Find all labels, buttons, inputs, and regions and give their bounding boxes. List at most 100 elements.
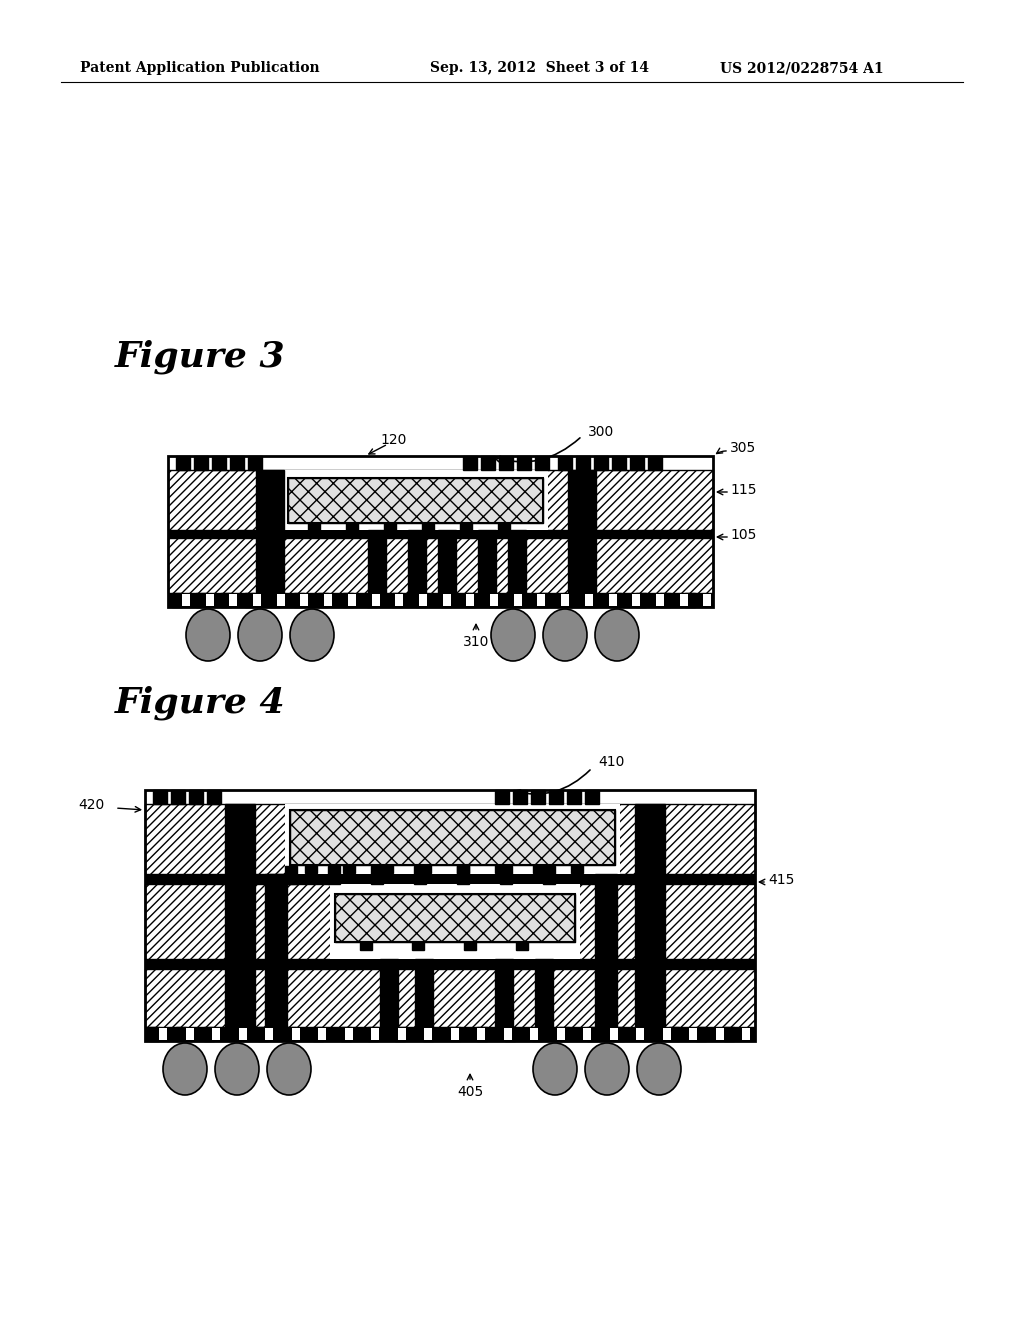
Bar	[478, 531, 496, 593]
Bar	[150, 1027, 159, 1041]
Ellipse shape	[490, 609, 535, 661]
Bar	[514, 594, 522, 606]
Bar	[636, 593, 646, 607]
Bar	[231, 1027, 241, 1041]
Bar	[253, 594, 261, 606]
Bar	[239, 1028, 247, 1040]
Bar	[345, 1028, 352, 1040]
Bar	[343, 865, 355, 873]
Bar	[225, 804, 255, 884]
Bar	[348, 594, 356, 606]
Text: US 2012/0228754 A1: US 2012/0228754 A1	[720, 61, 884, 75]
Bar	[330, 884, 580, 960]
Bar	[288, 478, 543, 523]
Bar	[276, 594, 285, 606]
Bar	[595, 874, 617, 1027]
Bar	[185, 1028, 194, 1040]
Bar	[385, 531, 395, 537]
Bar	[635, 884, 665, 1027]
Bar	[347, 531, 357, 537]
Text: 410: 410	[598, 755, 625, 770]
Bar	[168, 593, 713, 607]
Bar	[636, 1028, 644, 1040]
Bar	[360, 942, 372, 950]
Bar	[395, 1027, 406, 1041]
Bar	[450, 1027, 460, 1041]
Bar	[685, 593, 694, 607]
Bar	[584, 1028, 591, 1040]
Bar	[539, 593, 548, 607]
Bar	[495, 865, 507, 873]
Bar	[414, 866, 426, 884]
Bar	[335, 894, 575, 942]
Bar	[660, 593, 670, 607]
Bar	[610, 1028, 617, 1040]
Text: 420: 420	[78, 799, 104, 812]
Bar	[568, 470, 596, 539]
Text: 415: 415	[768, 873, 795, 887]
Bar	[419, 594, 427, 606]
Bar	[461, 531, 471, 537]
Bar	[189, 789, 203, 804]
Bar	[294, 593, 304, 607]
Bar	[457, 865, 469, 873]
Bar	[380, 960, 398, 1027]
Bar	[477, 1027, 487, 1041]
Bar	[290, 810, 615, 865]
Bar	[716, 1028, 724, 1040]
Bar	[318, 1028, 326, 1040]
Text: 405: 405	[457, 1085, 483, 1100]
Bar	[412, 942, 424, 950]
Bar	[212, 1028, 220, 1040]
Bar	[696, 1027, 707, 1041]
Bar	[724, 1027, 733, 1041]
Ellipse shape	[595, 609, 639, 661]
Bar	[504, 1028, 512, 1040]
Bar	[346, 523, 358, 531]
Bar	[703, 594, 712, 606]
Text: Figure 3: Figure 3	[115, 341, 286, 375]
Bar	[285, 866, 297, 884]
Bar	[290, 810, 615, 865]
Bar	[689, 1028, 697, 1040]
Bar	[608, 594, 616, 606]
Bar	[575, 455, 590, 470]
Bar	[648, 455, 662, 470]
Bar	[256, 470, 284, 539]
Bar	[194, 455, 208, 470]
Bar	[530, 1028, 539, 1040]
Bar	[159, 1028, 167, 1040]
Bar	[415, 960, 433, 1027]
Text: 120: 120	[380, 433, 407, 447]
Text: Sep. 13, 2012  Sheet 3 of 14: Sep. 13, 2012 Sheet 3 of 14	[430, 61, 649, 75]
Bar	[265, 1028, 273, 1040]
Bar	[207, 789, 221, 804]
Bar	[153, 789, 167, 804]
Bar	[495, 789, 509, 804]
Bar	[663, 1028, 671, 1040]
Bar	[168, 470, 713, 531]
Bar	[508, 531, 526, 593]
Bar	[532, 1027, 542, 1041]
Bar	[567, 789, 581, 804]
Bar	[341, 1027, 350, 1041]
Bar	[408, 531, 426, 593]
Text: Figure 4: Figure 4	[115, 686, 286, 721]
Bar	[283, 470, 548, 531]
Bar	[229, 594, 238, 606]
Bar	[368, 531, 386, 593]
Bar	[517, 455, 531, 470]
Ellipse shape	[585, 1043, 629, 1096]
Bar	[419, 865, 431, 873]
Bar	[212, 455, 226, 470]
Bar	[256, 539, 284, 593]
Bar	[499, 531, 509, 537]
Bar	[372, 594, 380, 606]
Bar	[585, 594, 593, 606]
Bar	[669, 1027, 679, 1041]
Bar	[423, 531, 433, 537]
Bar	[561, 594, 569, 606]
Bar	[559, 1027, 569, 1041]
Bar	[172, 593, 182, 607]
Bar	[742, 1028, 751, 1040]
